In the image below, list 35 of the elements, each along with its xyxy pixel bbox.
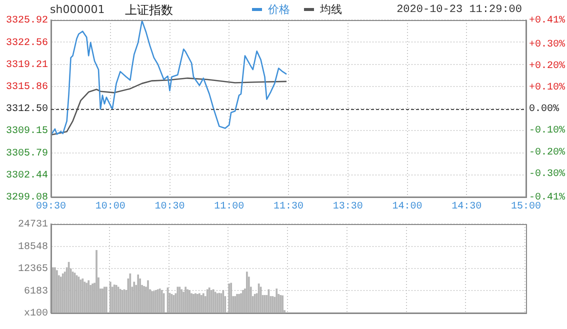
chart-title: 上证指数 (125, 3, 173, 17)
y-tick-label: 18548 (18, 242, 48, 253)
y-tick-label: 3322.56 (6, 38, 48, 49)
y2-tick-label: -0.30% (529, 168, 566, 180)
y-tick-label: 3315.86 (6, 82, 48, 93)
y-tick-label: 24731 (18, 220, 48, 231)
x-tick-label: 13:30 (332, 202, 363, 213)
y2-tick-label: +0.10% (529, 82, 566, 94)
y-tick-label: 6183 (24, 286, 48, 298)
x-tick-label: 11:30 (273, 202, 304, 213)
x-tick-label: 10:30 (154, 202, 185, 213)
legend-label: 均线 (319, 3, 342, 16)
text: 2020-10-23 11:29:00 (396, 3, 522, 17)
x-tick-label: 14:00 (392, 202, 422, 213)
y-tick-label: 3312.50 (6, 104, 48, 116)
y2-tick-label: +0.20% (529, 60, 566, 72)
y-tick-label: x100 (24, 308, 48, 320)
x-tick-label: 11:00 (214, 202, 244, 213)
chart-subtitle: sh000001 (50, 3, 105, 17)
x-tick-label: 15:00 (510, 202, 542, 213)
y2-tick-label: +0.30% (529, 39, 566, 50)
y-tick-label: 12365 (18, 264, 48, 276)
y-tick-label: 3302.44 (6, 170, 48, 182)
legend-label: 价格 (267, 3, 290, 16)
y-tick-label: 3305.79 (6, 148, 48, 160)
x-tick-label: 10:00 (95, 202, 126, 213)
y-tick-label: 3319.21 (6, 60, 48, 71)
x-tick-label: 09:30 (36, 202, 66, 213)
y2-tick-label: +0.41% (529, 16, 566, 27)
y-tick-label: 3325.92 (6, 16, 48, 27)
y2-tick-label: 0.00% (529, 104, 560, 116)
y2-tick-label: -0.10% (529, 126, 566, 137)
y-tick-label: 3309.15 (6, 126, 48, 138)
x-tick-label: 14:30 (452, 202, 482, 213)
y2-tick-label: -0.20% (529, 147, 566, 158)
